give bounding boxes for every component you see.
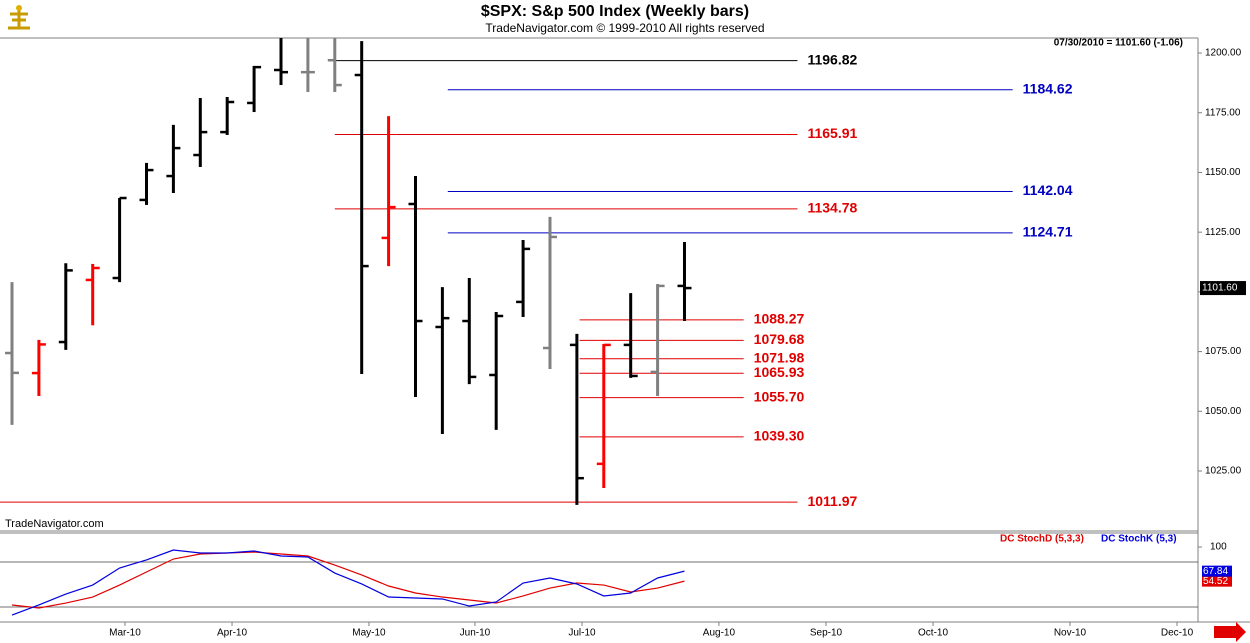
series-line xyxy=(11,551,685,609)
last-price-box xyxy=(1200,281,1246,296)
level-label: 1055.70 xyxy=(754,388,805,404)
x-tick-label: Oct-10 xyxy=(918,628,948,639)
level-label: 1165.91 xyxy=(807,125,857,141)
y-tick-label: 100 xyxy=(1210,542,1227,553)
chart-title: $SPX: S&p 500 Index (Weekly bars) xyxy=(481,3,749,20)
y-tick-label: 1200.00 xyxy=(1205,48,1242,59)
level-label: 1124.71 xyxy=(1023,224,1073,240)
last-value-label: 67.84 xyxy=(1203,566,1228,577)
last-value-box xyxy=(1202,575,1232,587)
level-label: 1184.62 xyxy=(1023,80,1073,96)
info: 07/30/2010 = 1101.60 (-1.06) xyxy=(1054,38,1183,49)
y-tick-label: 1125.00 xyxy=(1205,227,1241,238)
level-label: 1065.93 xyxy=(754,364,805,380)
watermark: TradeNavigator.com xyxy=(5,518,104,530)
y-tick-label: 1150.00 xyxy=(1205,167,1241,178)
x-tick-label: May-10 xyxy=(352,628,386,639)
level-label: 1142.04 xyxy=(1023,182,1073,198)
last-value-box xyxy=(1202,565,1232,577)
y-tick-label: 1050.00 xyxy=(1205,406,1242,417)
x-tick-label: Nov-10 xyxy=(1054,628,1087,639)
level-label: 1134.78 xyxy=(807,200,857,216)
logo xyxy=(4,4,34,34)
last-value-label: 54.52 xyxy=(1203,576,1228,587)
level-label: 1079.68 xyxy=(754,331,805,347)
legend-label: DC StochD (5,3,3) xyxy=(1000,534,1084,545)
last-price-label: 1101.60 xyxy=(1202,283,1238,294)
x-tick-label: Jul-10 xyxy=(568,628,596,639)
scroll-arrow[interactable] xyxy=(1214,622,1246,642)
level-label: 1039.30 xyxy=(754,428,805,444)
legend-label: DC StochK (5,3) xyxy=(1101,534,1177,545)
x-tick-label: Mar-10 xyxy=(109,628,141,639)
level-label: 1011.97 xyxy=(807,493,857,509)
series-line xyxy=(11,549,685,616)
y-tick-label: 1175.00 xyxy=(1205,107,1241,118)
plot-area xyxy=(0,38,1013,505)
x-tick-label: Apr-10 xyxy=(217,628,247,639)
y-tick-label: 1025.00 xyxy=(1205,466,1242,477)
x-tick-label: Sep-10 xyxy=(810,628,843,639)
chart-subtitle: TradeNavigator.com © 1999-2010 All right… xyxy=(485,21,764,35)
y-tick-label: 1075.00 xyxy=(1205,346,1242,357)
level-label: 1196.82 xyxy=(807,51,857,67)
x-tick-label: Jun-10 xyxy=(460,628,491,639)
level-label: 1088.27 xyxy=(754,311,805,327)
x-tick-label: Aug-10 xyxy=(703,628,736,639)
level-label: 1071.98 xyxy=(754,350,805,366)
x-tick-label: Dec-10 xyxy=(1161,628,1194,639)
